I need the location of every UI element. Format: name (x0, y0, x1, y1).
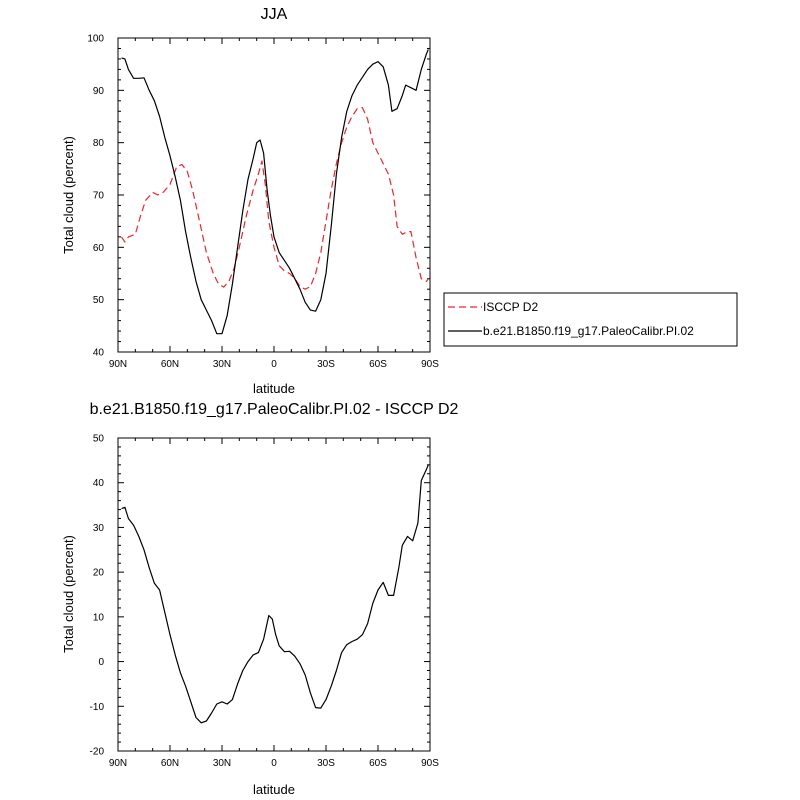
bottom-y-tick-label: 40 (93, 478, 105, 489)
bottom-x-tick-label: 60N (161, 758, 179, 769)
top-y-tick-label: 70 (93, 191, 105, 202)
top-y-tick-label: 90 (93, 86, 105, 97)
top-series-line-0 (120, 107, 429, 290)
bottom-x-tick-label: 0 (271, 758, 277, 769)
top-series-line-1 (121, 49, 429, 335)
bottom-chart-xlabel: latitude (253, 782, 295, 797)
legend: ISCCP D2 b.e21.B1850.f19_g17.PaleoCalibr… (443, 292, 738, 347)
bottom-plot-area: 90N 60N 30N 0 30S 60S 90S -20 -10 0 10 20 30 40 50 (90, 434, 440, 770)
top-x-tick-label: 30N (213, 359, 231, 370)
bottom-y-tick-label: 10 (93, 612, 105, 623)
top-y-tick-label: 100 (87, 34, 104, 45)
bottom-chart: b.e21.B1850.f19_g17.PaleoCalibr.PI.02 - … (61, 401, 459, 797)
bottom-y-tick-label: 50 (93, 434, 105, 445)
top-plot-area: 90N 60N 30N 0 30S 60S 90S 40 50 60 70 80 90 100 (87, 34, 439, 371)
top-x-tick-label: 90N (109, 359, 127, 370)
top-y-tick-label: 50 (93, 295, 105, 306)
bottom-y-tick-label: 0 (98, 657, 104, 668)
top-chart: JJA Total cloud (percent) latitude 90N 60… (61, 6, 738, 396)
bottom-x-tick-label: 60S (369, 758, 387, 769)
top-x-tick-label: 60S (369, 359, 387, 370)
bottom-x-tick-label: 30S (317, 758, 335, 769)
legend-label-model: b.e21.B1850.f19_g17.PaleoCalibr.PI.02 (483, 324, 694, 338)
top-x-tick-label: 0 (271, 359, 277, 370)
top-chart-title: JJA (261, 6, 288, 23)
bottom-y-tick-label: -10 (90, 702, 105, 713)
top-x-tick-label: 60N (161, 359, 179, 370)
bottom-y-tick-label: -20 (90, 747, 105, 758)
top-chart-xlabel: latitude (253, 381, 295, 396)
top-y-tick-label: 40 (93, 348, 105, 359)
bottom-y-tick-label: 20 (93, 568, 105, 579)
bottom-x-tick-label: 90N (109, 758, 127, 769)
bottom-x-tick-label: 90S (421, 758, 439, 769)
bottom-chart-ylabel: Total cloud (percent) (61, 535, 76, 653)
top-x-tick-label: 90S (421, 359, 439, 370)
top-y-tick-label: 80 (93, 138, 105, 149)
top-y-tick-label: 60 (93, 243, 105, 254)
legend-box (443, 292, 738, 347)
bottom-y-tick-label: 30 (93, 523, 105, 534)
bottom-series-line-0 (121, 464, 429, 724)
legend-label-isccp: ISCCP D2 (483, 300, 538, 314)
bottom-chart-title: b.e21.B1850.f19_g17.PaleoCalibr.PI.02 - … (90, 401, 459, 418)
top-chart-ylabel: Total cloud (percent) (61, 136, 76, 254)
bottom-x-tick-label: 30N (213, 758, 231, 769)
top-x-tick-label: 30S (317, 359, 335, 370)
